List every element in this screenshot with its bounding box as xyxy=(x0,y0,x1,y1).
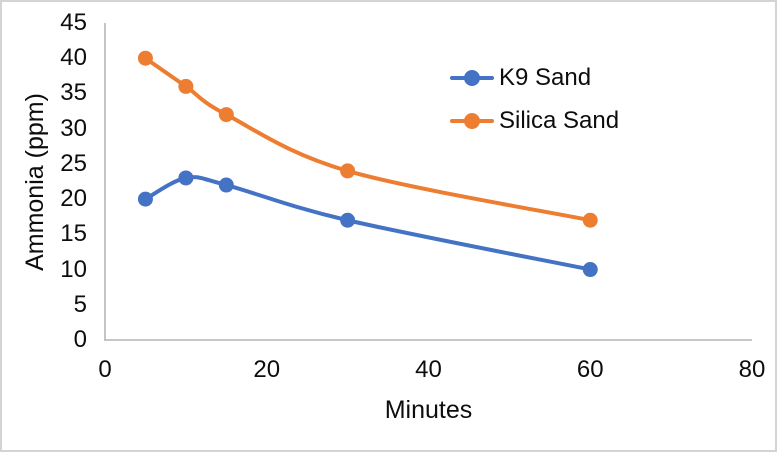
y-tick-label: 5 xyxy=(73,290,87,318)
legend-item-silica-sand: Silica Sand xyxy=(450,99,619,142)
data-point-k9-sand xyxy=(582,262,598,278)
data-point-silica-sand xyxy=(178,78,194,94)
data-point-k9-sand xyxy=(218,177,234,193)
legend-item-k9-sand: K9 Sand xyxy=(450,56,619,99)
x-tick-label: 60 xyxy=(576,356,604,383)
y-tick-label: 25 xyxy=(60,149,87,177)
x-tick-label: 20 xyxy=(253,356,281,383)
x-tick-label: 40 xyxy=(415,356,442,383)
y-tick-label: 30 xyxy=(60,114,87,142)
legend: K9 Sand Silica Sand xyxy=(450,56,619,142)
y-tick-label: 0 xyxy=(73,326,87,353)
data-point-silica-sand xyxy=(340,163,356,179)
legend-label: K9 Sand xyxy=(499,63,592,91)
data-point-k9-sand xyxy=(137,191,153,207)
line-marker-icon xyxy=(450,112,494,129)
data-point-silica-sand xyxy=(137,50,153,66)
y-tick-label: 20 xyxy=(60,185,87,213)
line-marker-icon xyxy=(450,69,494,86)
data-point-silica-sand xyxy=(218,107,234,123)
y-tick-label: 45 xyxy=(60,9,87,36)
data-point-k9-sand xyxy=(178,170,194,186)
y-tick-label: 10 xyxy=(60,255,87,283)
x-axis-title: Minutes xyxy=(384,396,473,424)
series-line-k9-sand xyxy=(143,175,593,272)
circle-marker-icon xyxy=(464,112,480,129)
legend-label: Silica Sand xyxy=(499,106,620,134)
x-tick-label: 0 xyxy=(98,356,112,383)
y-tick-label: 40 xyxy=(60,44,87,72)
y-tick-label: 35 xyxy=(60,79,87,107)
data-point-k9-sand xyxy=(340,212,356,228)
data-point-silica-sand xyxy=(582,212,598,228)
y-axis-title: Ammonia (ppm) xyxy=(21,93,49,271)
x-tick-label: 80 xyxy=(738,356,766,383)
circle-marker-icon xyxy=(464,69,480,86)
y-tick-label: 15 xyxy=(60,220,87,248)
